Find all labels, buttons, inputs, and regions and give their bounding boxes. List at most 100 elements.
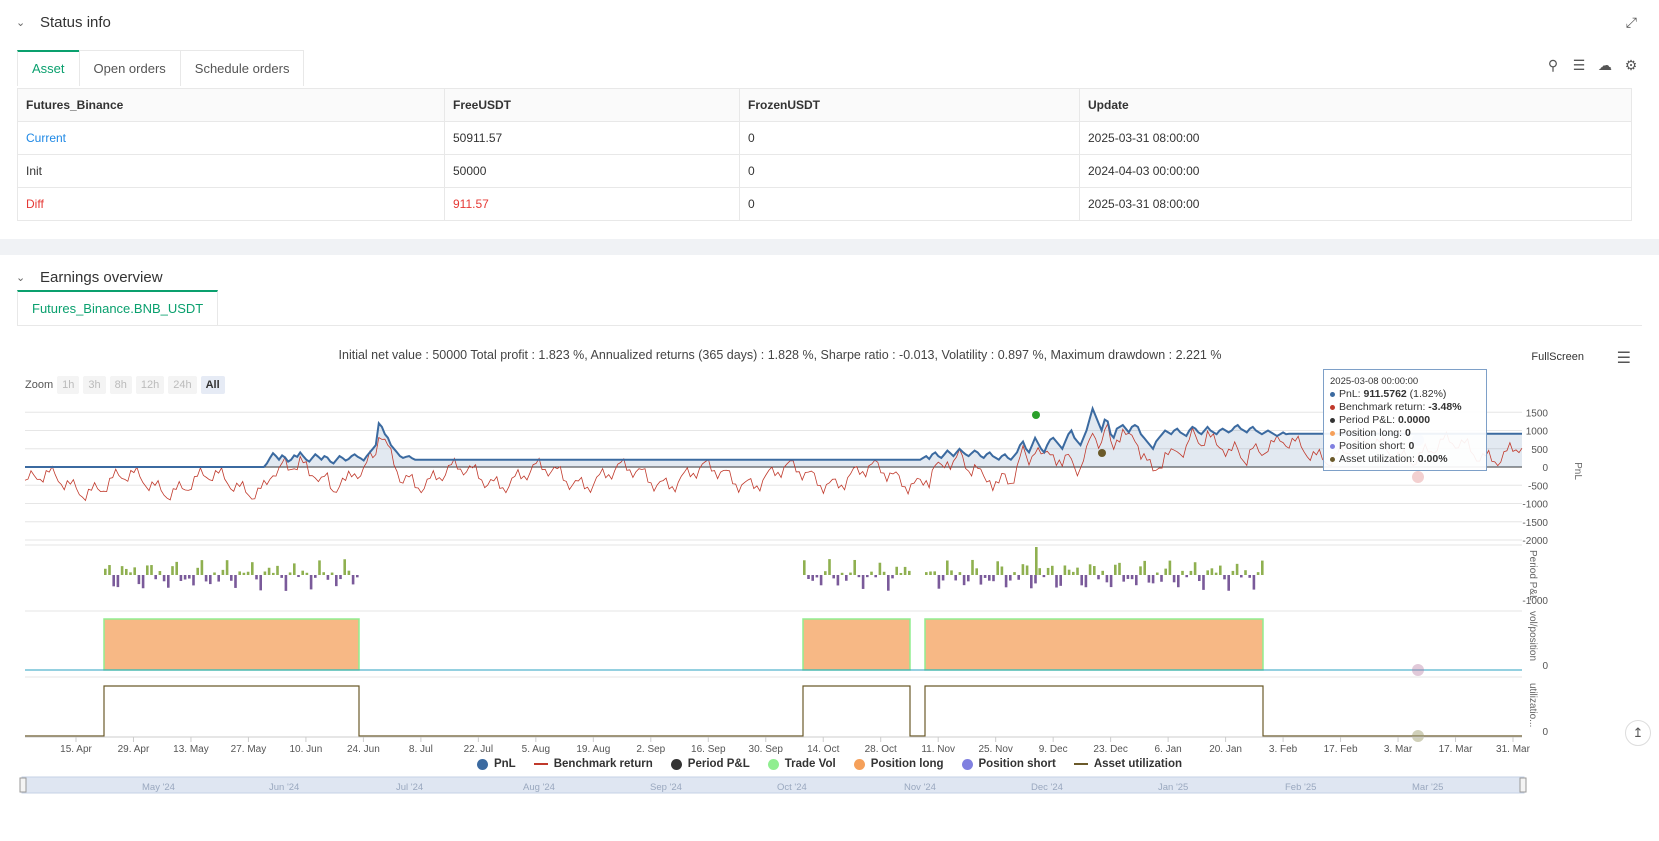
- position-long-block: [924, 618, 1264, 671]
- navigator-tick-label: Sep '24: [650, 782, 682, 793]
- legend-item[interactable]: Trade Vol: [767, 758, 836, 770]
- tab-schedule-orders[interactable]: Schedule orders: [179, 50, 305, 86]
- period-bar: [263, 571, 267, 575]
- back-to-top-icon[interactable]: ↥: [1625, 720, 1651, 746]
- hamburger-menu-icon[interactable]: ☰: [1616, 350, 1631, 367]
- col-header-update: Update: [1079, 88, 1632, 122]
- period-bar: [933, 571, 936, 575]
- period-bar: [1168, 560, 1172, 575]
- tab-open-orders[interactable]: Open orders: [78, 50, 181, 86]
- tooltip-rows: PnL: 911.5762 (1.82%) Benchmark return: -…: [1330, 388, 1480, 466]
- period-bar: [1042, 575, 1046, 578]
- period-bar: [819, 575, 823, 586]
- legend-item[interactable]: Period P&L: [670, 758, 750, 770]
- period-bar: [335, 575, 338, 587]
- hover-marker: [1412, 730, 1424, 742]
- period-bar: [305, 572, 309, 575]
- period-bar: [284, 575, 288, 591]
- period-bar: [1172, 575, 1176, 583]
- x-tick-label: 22. Jul: [464, 744, 493, 755]
- zoom-24h-button[interactable]: 24h: [168, 376, 197, 394]
- zoom-12h-button[interactable]: 12h: [135, 376, 165, 394]
- period-bar: [1084, 575, 1088, 588]
- tooltip-value: 911.5762: [1363, 388, 1407, 400]
- x-tick-label: 5. Aug: [522, 744, 550, 755]
- zoom-8h-button[interactable]: 8h: [109, 376, 132, 394]
- period-bar: [1105, 575, 1109, 583]
- period-bar: [255, 575, 258, 580]
- legend-circle-icon: [961, 758, 973, 770]
- cell-value: 0: [739, 187, 1080, 221]
- chevron-down-icon[interactable]: ⌄: [16, 272, 26, 284]
- status-info-header[interactable]: ⌄ Status info: [16, 14, 111, 31]
- period-bar: [1072, 571, 1075, 575]
- period-bar: [1030, 575, 1033, 589]
- legend-label: Asset utilization: [1093, 758, 1183, 770]
- zoom-all-button[interactable]: All: [200, 376, 225, 394]
- tooltip-row: Period P&L: 0.0000: [1330, 414, 1480, 427]
- period-bar: [238, 571, 241, 575]
- zoom-1h-button[interactable]: 1h: [57, 376, 80, 394]
- period-bar: [230, 575, 233, 581]
- list-icon[interactable]: ☰: [1572, 57, 1586, 73]
- period-bar: [832, 575, 835, 579]
- period-axis-label: Period P&L: [1527, 550, 1538, 601]
- period-bar: [979, 575, 983, 585]
- period-bar: [1193, 562, 1197, 575]
- period-bar: [137, 575, 141, 585]
- pnl-tick-label: -500: [1528, 481, 1548, 492]
- period-bar: [1009, 575, 1012, 581]
- legend-item[interactable]: Asset utilization: [1073, 758, 1183, 770]
- position-long-block: [103, 618, 360, 671]
- tab-futures-binance-bnb-usdt[interactable]: Futures_Binance.BNB_USDT: [17, 290, 219, 326]
- earnings-header[interactable]: ⌄ Earnings overview: [16, 269, 163, 286]
- navigator-tick-label: Jul '24: [396, 782, 423, 793]
- min-marker: [1098, 449, 1106, 457]
- period-bar: [954, 575, 957, 581]
- tooltip-label: PnL:: [1339, 388, 1364, 400]
- period-bar: [150, 565, 153, 575]
- x-tick-label: 13. May: [173, 744, 209, 755]
- period-bar: [1235, 563, 1239, 575]
- period-bar: [1025, 565, 1029, 575]
- col-header-free: FreeUSDT: [444, 88, 740, 122]
- legend-item[interactable]: PnL: [476, 758, 516, 770]
- period-bar: [120, 566, 124, 575]
- period-bar: [209, 575, 212, 585]
- period-bar: [882, 571, 886, 575]
- max-marker: [1032, 411, 1040, 419]
- tooltip-label: Asset utilization:: [1339, 453, 1418, 465]
- period-bar: [1013, 572, 1016, 575]
- gear-icon[interactable]: ⚙: [1624, 57, 1638, 73]
- pnl-tick-label: -1500: [1522, 518, 1548, 529]
- fullscreen-button[interactable]: FullScreen: [1531, 351, 1584, 363]
- period-bar: [815, 575, 819, 578]
- period-bar: [1046, 567, 1050, 575]
- collapse-icon[interactable]: ⤢: [1625, 14, 1637, 30]
- x-tick-label: 24. Jun: [347, 744, 380, 755]
- navigator-tick-label: Mar '25: [1412, 782, 1443, 793]
- period-bar: [133, 567, 136, 575]
- period-bar: [108, 565, 111, 575]
- legend-item[interactable]: Position short: [961, 758, 1056, 770]
- tooltip-value: 0: [1408, 440, 1415, 452]
- cloud-icon[interactable]: ☁: [1598, 57, 1612, 73]
- chevron-down-icon[interactable]: ⌄: [16, 17, 26, 29]
- period-bar: [967, 575, 970, 582]
- period-bar: [175, 561, 178, 575]
- status-info-title: Status info: [40, 14, 111, 31]
- zoom-3h-button[interactable]: 3h: [83, 376, 106, 394]
- period-bar: [1139, 566, 1142, 575]
- period-bar: [895, 566, 898, 575]
- tab-asset[interactable]: Asset: [17, 50, 80, 86]
- legend-item[interactable]: Benchmark return: [533, 758, 653, 770]
- period-bar: [807, 575, 810, 580]
- period-bar: [221, 569, 225, 575]
- row-label-current[interactable]: Current: [17, 121, 445, 155]
- period-bar: [887, 575, 890, 591]
- legend-circle-icon: [767, 758, 779, 770]
- period-bar: [242, 572, 246, 575]
- legend-label: Trade Vol: [784, 758, 836, 770]
- search-icon[interactable]: ⚲: [1547, 57, 1559, 73]
- legend-item[interactable]: Position long: [853, 758, 944, 770]
